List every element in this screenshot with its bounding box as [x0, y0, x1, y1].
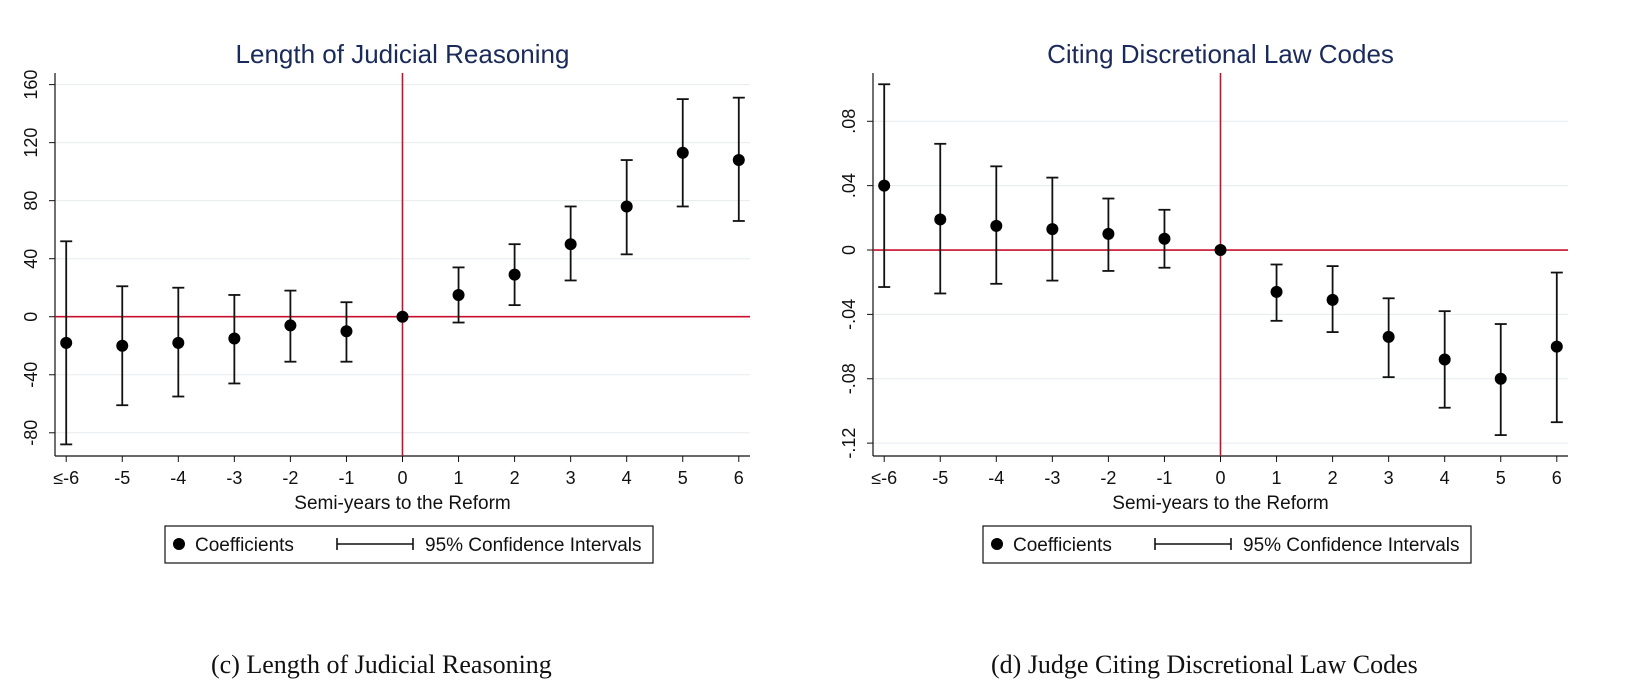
x-tick-label: -5	[932, 468, 948, 488]
legend-label-coefficients: Coefficients	[195, 535, 294, 556]
coefficient-point	[1438, 353, 1451, 366]
coefficient-point	[878, 179, 891, 192]
coefficient-point	[934, 213, 947, 226]
y-tick-label: .08	[839, 109, 859, 134]
x-tick-label: 6	[734, 468, 744, 488]
y-tick-label: -40	[21, 362, 41, 388]
coefficient-point	[1102, 227, 1115, 240]
x-tick-label: 3	[566, 468, 576, 488]
coefficient-point	[1046, 223, 1059, 236]
coefficient-point	[396, 310, 409, 323]
chart-panel-d: -.12 -.08 -.04 0 .04 .08 ≤-6 -5 -4 -3 -2 -1 0 1 2 3 4 5 6 C…	[818, 0, 1618, 610]
coefficient-point	[620, 200, 633, 213]
x-tick-label: -4	[988, 468, 1004, 488]
x-tick-label: 2	[510, 468, 520, 488]
x-tick-label: 5	[1496, 468, 1506, 488]
x-tick-label: ≤-6	[53, 468, 79, 488]
y-tick-label: 40	[21, 249, 41, 269]
x-axis-label: Semi-years to the Reform	[294, 493, 510, 514]
chart-title: Length of Judicial Reasoning	[236, 39, 570, 69]
legend: Coefficients 95% Confidence Intervals	[164, 525, 654, 564]
x-tick-label: -4	[170, 468, 186, 488]
coefficient-point	[228, 332, 241, 345]
x-tick-label: -5	[114, 468, 130, 488]
coefficient-point	[990, 219, 1003, 232]
coefficient-point	[1326, 293, 1339, 306]
coefficient-point	[340, 325, 353, 338]
x-tick-label: 1	[1272, 468, 1282, 488]
x-tick-label: 2	[1328, 468, 1338, 488]
x-tick-label: -3	[226, 468, 242, 488]
coefficient-point	[284, 319, 297, 332]
coefficient-point	[1494, 372, 1507, 385]
coefficient-point	[1550, 340, 1563, 353]
coefficient-point	[1214, 244, 1227, 257]
chart-title: Citing Discretional Law Codes	[1047, 39, 1394, 69]
x-axis-label: Semi-years to the Reform	[1112, 493, 1328, 514]
y-tick-label: 120	[21, 128, 41, 158]
legend: Coefficients 95% Confidence Intervals	[982, 525, 1472, 564]
chart-citing-discretional-law-codes: -.12 -.08 -.04 0 .04 .08 ≤-6 -5 -4 -3 -2 -1 0 1 2 3 4 5 6 C…	[839, 39, 1568, 564]
x-tick-label: -2	[282, 468, 298, 488]
chart-length-judicial-reasoning: -80 -40 0 40 80 120 160 ≤-6 -5 -4 -3 -2 -1 0 1 2 3 4 5 6 Len…	[21, 39, 750, 564]
x-tick-label: -2	[1100, 468, 1116, 488]
coefficient-point	[1158, 232, 1171, 245]
legend-label-coefficients: Coefficients	[1013, 535, 1112, 556]
x-tick-label: -1	[338, 468, 354, 488]
coefficient-point	[676, 146, 689, 159]
x-tick-label: -3	[1044, 468, 1060, 488]
y-tick-label: 0	[839, 245, 859, 255]
x-tick-label: 3	[1384, 468, 1394, 488]
y-tick-label: -.08	[839, 363, 859, 394]
y-tick-label: -.12	[839, 428, 859, 459]
legend-label-ci: 95% Confidence Intervals	[1243, 535, 1460, 556]
x-tick-label: 6	[1552, 468, 1562, 488]
coefficient-point	[452, 288, 465, 301]
coefficient-point	[508, 268, 521, 281]
x-tick-label: ≤-6	[871, 468, 897, 488]
coefficient-point	[60, 336, 73, 349]
chart-panel-c: -80 -40 0 40 80 120 160 ≤-6 -5 -4 -3 -2 -1 0 1 2 3 4 5 6 Len…	[0, 0, 800, 610]
y-tick-label: 80	[21, 191, 41, 211]
y-tick-label: 160	[21, 70, 41, 100]
y-tick-label: .04	[839, 173, 859, 198]
caption-c: (c) Length of Judicial Reasoning	[211, 650, 552, 679]
y-tick-label: 0	[21, 312, 41, 322]
x-tick-label: 1	[454, 468, 464, 488]
x-tick-label: 0	[1215, 468, 1225, 488]
coefficient-point	[564, 238, 577, 251]
legend-marker-coefficients	[173, 538, 185, 550]
x-tick-label: 4	[622, 468, 632, 488]
coefficient-point	[1270, 285, 1283, 298]
coefficient-point	[116, 339, 129, 352]
x-tick-label: 4	[1440, 468, 1450, 488]
coefficient-point	[732, 154, 745, 167]
caption-d: (d) Judge Citing Discretional Law Codes	[991, 650, 1418, 679]
x-tick-label: 5	[678, 468, 688, 488]
coefficient-point	[1382, 330, 1395, 343]
legend-marker-coefficients	[991, 538, 1003, 550]
coefficient-point	[172, 336, 185, 349]
x-tick-label: 0	[397, 468, 407, 488]
x-tick-label: -1	[1156, 468, 1172, 488]
legend-label-ci: 95% Confidence Intervals	[425, 535, 642, 556]
y-tick-label: -80	[21, 420, 41, 446]
y-tick-label: -.04	[839, 299, 859, 330]
